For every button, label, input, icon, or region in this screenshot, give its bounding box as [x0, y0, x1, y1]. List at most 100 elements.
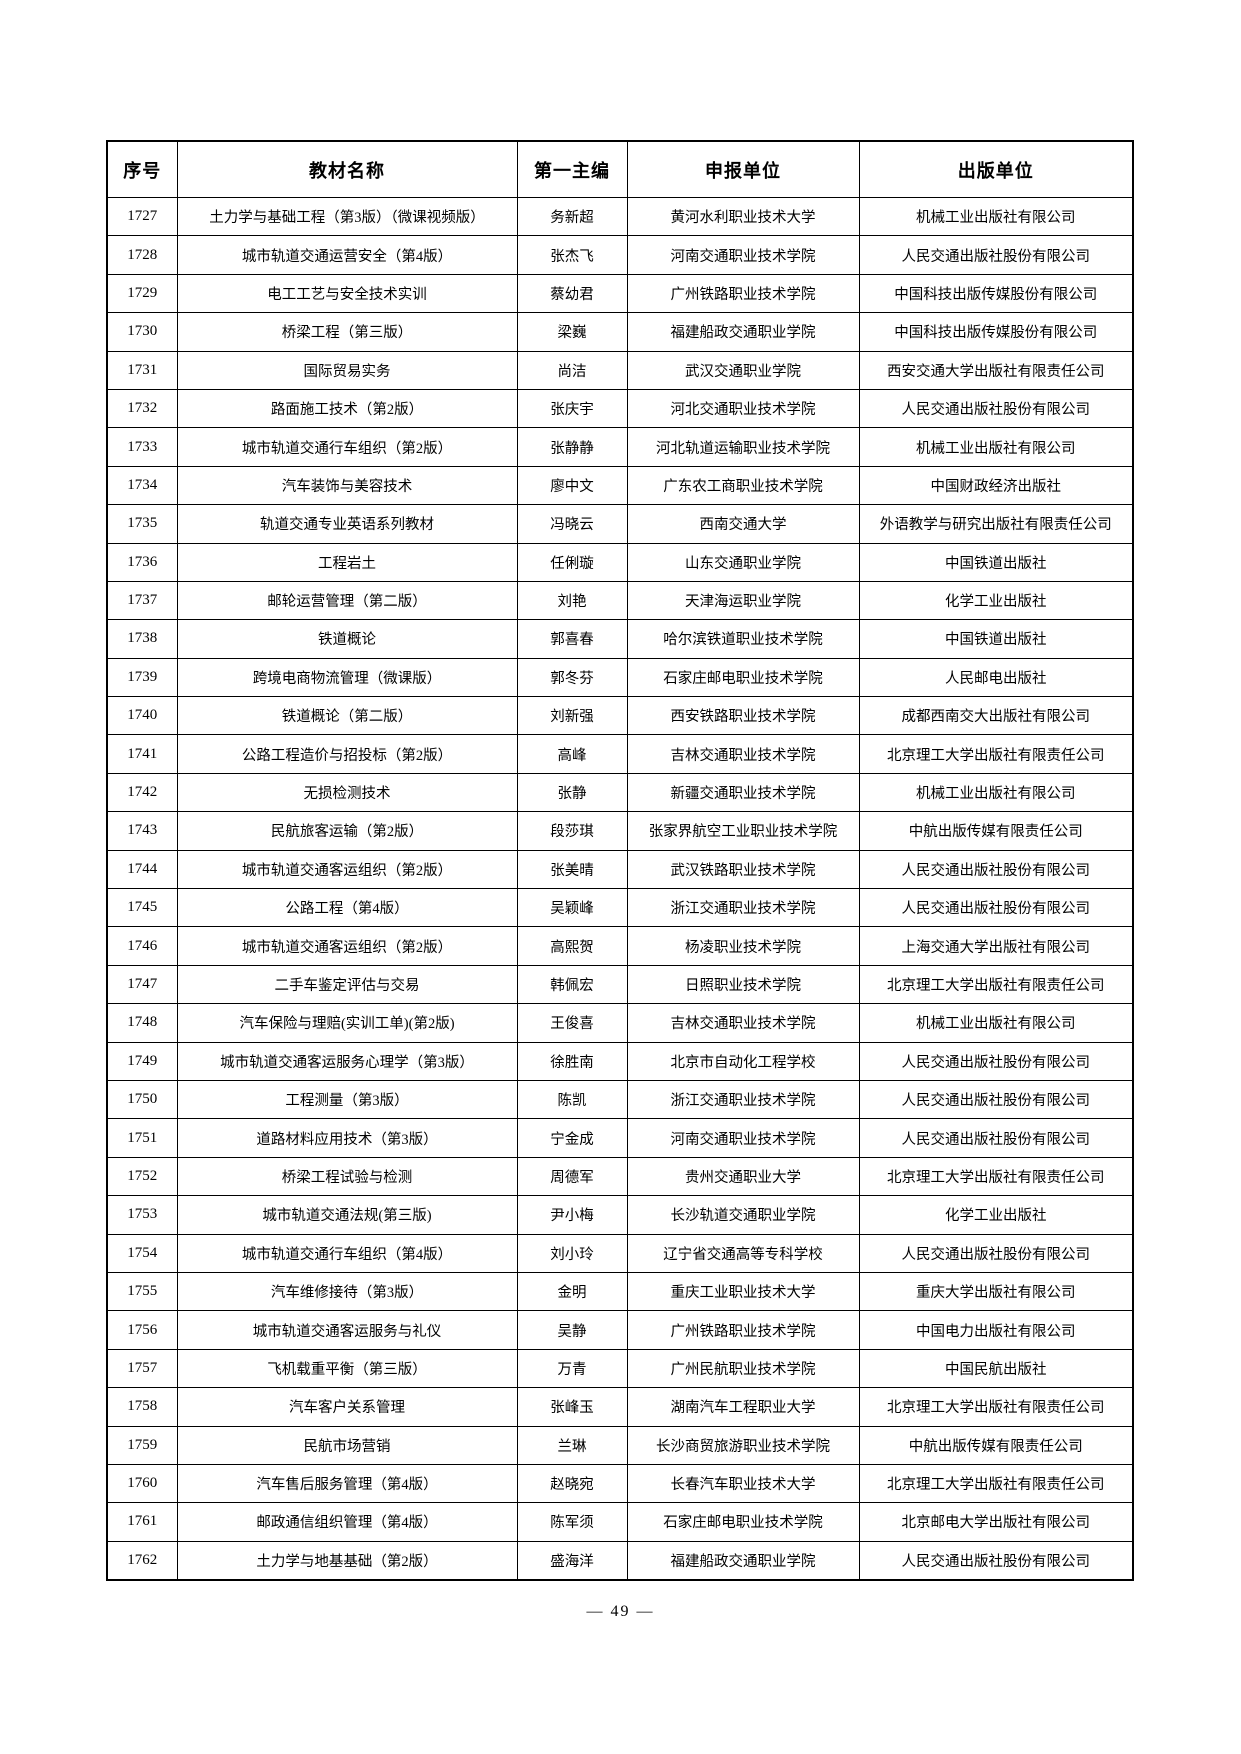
cell-textbook-name: 城市轨道交通行车组织（第2版）: [176, 427, 518, 467]
cell-textbook-name: 工程岩土: [176, 542, 518, 582]
cell-serial-number: 1759: [106, 1425, 178, 1465]
table-row: 1761 邮政通信组织管理（第4版） 陈军须 石家庄邮电职业技术学院 北京邮电大学出版社…: [106, 1502, 1134, 1542]
cell-applicant-unit: 长沙轨道交通职业学院: [626, 1195, 860, 1235]
cell-publisher-unit: 机械工业出版社有限公司: [858, 772, 1134, 813]
cell-publisher-unit: 人民交通出版社股份有限公司: [858, 1540, 1134, 1581]
cell-serial-number: 1732: [106, 388, 178, 429]
table-header-row: 序号 教材名称 第一主编 申报单位 出版单位: [106, 140, 1134, 198]
cell-serial-number: 1749: [106, 1041, 178, 1081]
cell-textbook-name: 国际贸易实务: [176, 350, 518, 390]
table-row: 1759 民航市场营销 兰琳 长沙商贸旅游职业技术学院 中航出版传媒有限责任公司: [106, 1425, 1134, 1465]
table-row: 1739 跨境电商物流管理（微课版） 郭冬芬 石家庄邮电职业技术学院 人民邮电出版社: [106, 657, 1134, 698]
table-row: 1758 汽车客户关系管理 张峰玉 湖南汽车工程职业大学 北京理工大学出版社有限责任公司: [106, 1387, 1134, 1427]
cell-publisher-unit: 人民交通出版社股份有限公司: [858, 388, 1134, 429]
table-row: 1737 邮轮运营管理（第二版） 刘艳 天津海运职业学院 化学工业出版社: [106, 580, 1134, 621]
cell-publisher-unit: 北京理工大学出版社有限责任公司: [858, 964, 1134, 1005]
cell-applicant-unit: 广州铁路职业技术学院: [626, 273, 860, 314]
cell-applicant-unit: 广州民航职业技术学院: [626, 1348, 860, 1389]
table-row: 1753 城市轨道交通法规(第三版) 尹小梅 长沙轨道交通职业学院 化学工业出版社: [106, 1195, 1134, 1235]
table-row: 1748 汽车保险与理赔(实训工单)(第2版) 王俊喜 吉林交通职业技术学院 机械工业出…: [106, 1003, 1134, 1043]
cell-publisher-unit: 成都西南交大出版社有限公司: [858, 696, 1134, 736]
cell-textbook-name: 公路工程造价与招投标（第2版）: [176, 734, 518, 774]
header-chief-editor: 第一主编: [516, 140, 628, 198]
cell-textbook-name: 汽车维修接待（第3版）: [176, 1271, 518, 1312]
table-row: 1738 铁道概论 郭喜春 哈尔滨铁道职业技术学院 中国铁道出版社: [106, 619, 1134, 659]
cell-publisher-unit: 北京邮电大学出版社有限公司: [858, 1502, 1134, 1542]
cell-textbook-name: 城市轨道交通法规(第三版): [176, 1195, 518, 1235]
cell-publisher-unit: 机械工业出版社有限公司: [858, 196, 1134, 237]
cell-applicant-unit: 吉林交通职业技术学院: [626, 1003, 860, 1043]
cell-publisher-unit: 人民邮电出版社: [858, 657, 1134, 698]
cell-serial-number: 1729: [106, 273, 178, 314]
cell-applicant-unit: 浙江交通职业技术学院: [626, 1079, 860, 1120]
table-header: 序号 教材名称 第一主编 申报单位 出版单位: [106, 140, 1134, 198]
table-row: 1729 电工工艺与安全技术实训 蔡幼君 广州铁路职业技术学院 中国科技出版传媒股份有限…: [106, 273, 1134, 314]
cell-publisher-unit: 西安交通大学出版社有限责任公司: [858, 350, 1134, 390]
table-row: 1742 无损检测技术 张静 新疆交通职业技术学院 机械工业出版社有限公司: [106, 772, 1134, 813]
cell-chief-editor: 廖中文: [516, 465, 628, 506]
table-row: 1757 飞机载重平衡（第三版） 万青 广州民航职业技术学院 中国民航出版社: [106, 1348, 1134, 1389]
cell-applicant-unit: 长沙商贸旅游职业技术学院: [626, 1425, 860, 1465]
cell-applicant-unit: 石家庄邮电职业技术学院: [626, 657, 860, 698]
cell-publisher-unit: 北京理工大学出版社有限责任公司: [858, 734, 1134, 774]
cell-chief-editor: 尚洁: [516, 350, 628, 390]
cell-publisher-unit: 中航出版传媒有限责任公司: [858, 1425, 1134, 1465]
cell-textbook-name: 电工工艺与安全技术实训: [176, 273, 518, 314]
cell-textbook-name: 桥梁工程（第三版）: [176, 312, 518, 352]
cell-chief-editor: 宁金成: [516, 1118, 628, 1158]
cell-textbook-name: 汽车装饰与美容技术: [176, 465, 518, 506]
cell-chief-editor: 刘艳: [516, 580, 628, 621]
cell-publisher-unit: 北京理工大学出版社有限责任公司: [858, 1156, 1134, 1197]
table-row: 1751 道路材料应用技术（第3版） 宁金成 河南交通职业技术学院 人民交通出版社股份有…: [106, 1118, 1134, 1158]
cell-textbook-name: 无损检测技术: [176, 772, 518, 813]
table-row: 1743 民航旅客运输（第2版） 段莎琪 张家界航空工业职业技术学院 中航出版传媒有限责…: [106, 811, 1134, 851]
cell-applicant-unit: 辽宁省交通高等专科学校: [626, 1233, 860, 1273]
cell-textbook-name: 桥梁工程试验与检测: [176, 1156, 518, 1197]
cell-publisher-unit: 机械工业出版社有限公司: [858, 1003, 1134, 1043]
cell-chief-editor: 陈凯: [516, 1079, 628, 1120]
cell-chief-editor: 蔡幼君: [516, 273, 628, 314]
cell-applicant-unit: 福建船政交通职业学院: [626, 312, 860, 352]
cell-publisher-unit: 人民交通出版社股份有限公司: [858, 1041, 1134, 1081]
cell-applicant-unit: 张家界航空工业职业技术学院: [626, 811, 860, 851]
cell-publisher-unit: 化学工业出版社: [858, 580, 1134, 621]
cell-chief-editor: 务新超: [516, 196, 628, 237]
cell-applicant-unit: 广州铁路职业技术学院: [626, 1310, 860, 1350]
cell-chief-editor: 张峰玉: [516, 1387, 628, 1427]
cell-textbook-name: 路面施工技术（第2版）: [176, 388, 518, 429]
cell-publisher-unit: 中国财政经济出版社: [858, 465, 1134, 506]
table-row: 1744 城市轨道交通客运组织（第2版） 张美晴 武汉铁路职业技术学院 人民交通出版社股…: [106, 849, 1134, 890]
table-row: 1745 公路工程（第4版） 吴颖峰 浙江交通职业技术学院 人民交通出版社股份有限公司: [106, 888, 1134, 928]
table-row: 1734 汽车装饰与美容技术 廖中文 广东农工商职业技术学院 中国财政经济出版社: [106, 465, 1134, 506]
cell-applicant-unit: 石家庄邮电职业技术学院: [626, 1502, 860, 1542]
cell-textbook-name: 铁道概论（第二版）: [176, 696, 518, 736]
cell-publisher-unit: 中国科技出版传媒股份有限公司: [858, 312, 1134, 352]
cell-publisher-unit: 中航出版传媒有限责任公司: [858, 811, 1134, 851]
table-row: 1735 轨道交通专业英语系列教材 冯晓云 西南交通大学 外语教学与研究出版社有限责任公…: [106, 504, 1134, 544]
cell-serial-number: 1750: [106, 1079, 178, 1120]
table-row: 1741 公路工程造价与招投标（第2版） 高峰 吉林交通职业技术学院 北京理工大学出版社…: [106, 734, 1134, 774]
cell-chief-editor: 刘新强: [516, 696, 628, 736]
table-row: 1760 汽车售后服务管理（第4版） 赵晓宛 长春汽车职业技术大学 北京理工大学出版社有…: [106, 1463, 1134, 1504]
cell-applicant-unit: 杨凌职业技术学院: [626, 926, 860, 966]
cell-textbook-name: 城市轨道交通客运服务与礼仪: [176, 1310, 518, 1350]
table-row: 1756 城市轨道交通客运服务与礼仪 吴静 广州铁路职业技术学院 中国电力出版社有限公司: [106, 1310, 1134, 1350]
cell-serial-number: 1756: [106, 1310, 178, 1350]
cell-applicant-unit: 西南交通大学: [626, 504, 860, 544]
cell-applicant-unit: 贵州交通职业大学: [626, 1156, 860, 1197]
cell-textbook-name: 汽车客户关系管理: [176, 1387, 518, 1427]
cell-textbook-name: 铁道概论: [176, 619, 518, 659]
cell-serial-number: 1754: [106, 1233, 178, 1273]
cell-publisher-unit: 北京理工大学出版社有限责任公司: [858, 1387, 1134, 1427]
cell-applicant-unit: 广东农工商职业技术学院: [626, 465, 860, 506]
cell-serial-number: 1751: [106, 1118, 178, 1158]
cell-serial-number: 1760: [106, 1463, 178, 1504]
cell-textbook-name: 公路工程（第4版）: [176, 888, 518, 928]
cell-serial-number: 1755: [106, 1271, 178, 1312]
cell-chief-editor: 梁巍: [516, 312, 628, 352]
cell-chief-editor: 刘小玲: [516, 1233, 628, 1273]
cell-publisher-unit: 中国铁道出版社: [858, 542, 1134, 582]
cell-chief-editor: 陈军须: [516, 1502, 628, 1542]
cell-serial-number: 1758: [106, 1387, 178, 1427]
cell-textbook-name: 轨道交通专业英语系列教材: [176, 504, 518, 544]
